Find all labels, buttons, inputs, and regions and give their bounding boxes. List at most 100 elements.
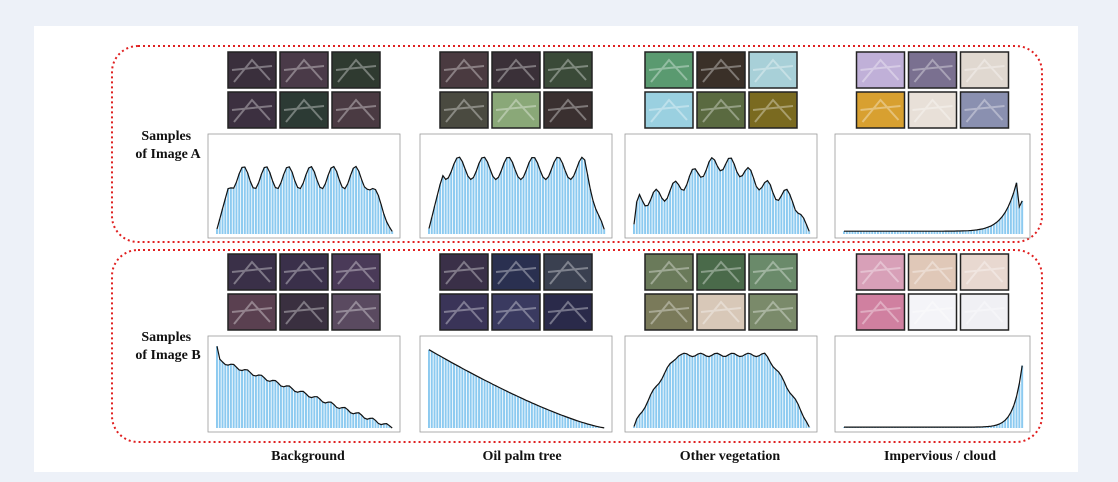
histogram-bar bbox=[492, 176, 494, 234]
histogram-bar bbox=[772, 193, 774, 234]
histogram-bar bbox=[678, 356, 680, 428]
histogram-bar bbox=[294, 181, 296, 234]
histogram-bar bbox=[575, 169, 577, 234]
histogram-bar bbox=[633, 224, 635, 234]
histogram-bar bbox=[299, 188, 301, 234]
histogram-bar bbox=[498, 387, 500, 428]
histogram-bar bbox=[531, 403, 533, 428]
histogram-bar bbox=[492, 384, 494, 428]
histogram-bar bbox=[694, 169, 696, 234]
histogram-bar bbox=[534, 404, 536, 428]
histogram-bar bbox=[741, 356, 743, 428]
histogram-bar bbox=[733, 164, 735, 234]
histogram-bar bbox=[288, 386, 290, 428]
histogram-bar bbox=[666, 198, 668, 234]
histogram-bar bbox=[258, 183, 260, 234]
histogram-bar bbox=[503, 163, 505, 234]
histogram-bar bbox=[224, 199, 226, 234]
histogram-bar bbox=[470, 179, 472, 234]
histogram-bar bbox=[350, 175, 352, 234]
histogram-bar bbox=[716, 166, 718, 234]
histogram-bar bbox=[495, 179, 497, 234]
histogram-bar bbox=[739, 357, 741, 428]
histogram-bar bbox=[747, 168, 749, 234]
histogram-bar bbox=[372, 189, 374, 234]
histogram-bar bbox=[313, 397, 315, 428]
histogram-bar bbox=[680, 189, 682, 234]
histogram-bar bbox=[1021, 201, 1023, 234]
histogram-bar bbox=[456, 365, 458, 428]
histogram-bar bbox=[595, 209, 597, 234]
histogram-bar bbox=[697, 173, 699, 234]
histogram-bar bbox=[244, 167, 246, 234]
histogram-bar bbox=[767, 181, 769, 234]
histogram-bar bbox=[633, 427, 635, 428]
histogram-bar bbox=[545, 179, 547, 234]
histogram-bar bbox=[338, 180, 340, 234]
histogram-bar bbox=[506, 158, 508, 234]
histogram-bar bbox=[269, 172, 271, 234]
histogram-bar bbox=[269, 381, 271, 428]
histogram-bar bbox=[683, 190, 685, 234]
histogram-bar bbox=[708, 162, 710, 234]
histogram-bar bbox=[562, 415, 564, 428]
row-label-line: Samples bbox=[141, 129, 191, 144]
histogram-bar bbox=[247, 370, 249, 428]
histogram-bar bbox=[305, 394, 307, 428]
histogram-bar bbox=[338, 408, 340, 428]
histogram-bar bbox=[227, 365, 229, 428]
histogram-bar bbox=[509, 157, 511, 234]
histogram-bar bbox=[658, 383, 660, 428]
histogram-bar bbox=[216, 229, 218, 234]
histogram-bar bbox=[288, 167, 290, 234]
histogram-bar bbox=[235, 367, 237, 428]
histogram-bar bbox=[683, 353, 685, 428]
column-label: Other vegetation bbox=[680, 449, 781, 464]
histogram-bar bbox=[447, 178, 449, 234]
column-label: Background bbox=[271, 449, 345, 464]
histogram-bar bbox=[666, 368, 668, 428]
histogram-bar bbox=[341, 408, 343, 428]
histogram-bar bbox=[578, 421, 580, 428]
histogram-bar bbox=[514, 395, 516, 428]
histogram-bar bbox=[794, 210, 796, 234]
histogram-bar bbox=[534, 158, 536, 234]
histogram-bar bbox=[528, 162, 530, 234]
histogram-bar bbox=[794, 399, 796, 428]
histogram-bar bbox=[1004, 212, 1006, 234]
histogram-bar bbox=[511, 162, 513, 234]
figure: Samples of Image A Samples of Image B Ba… bbox=[0, 0, 1118, 482]
histogram-bar bbox=[672, 361, 674, 428]
histogram-bar bbox=[481, 158, 483, 234]
histogram-bar bbox=[570, 179, 572, 234]
histogram-bar bbox=[686, 185, 688, 234]
histogram-bar bbox=[647, 205, 649, 234]
histogram-bar bbox=[661, 379, 663, 428]
histogram-bar bbox=[1021, 366, 1023, 428]
histogram-bar bbox=[439, 356, 441, 428]
histogram-bar bbox=[750, 170, 752, 234]
histogram-bar bbox=[467, 371, 469, 428]
histogram-bar bbox=[769, 185, 771, 234]
histogram-bar bbox=[775, 199, 777, 234]
histogram-bar bbox=[719, 171, 721, 234]
histogram-bar bbox=[333, 167, 335, 234]
page: Samples of Image A Samples of Image B Ba… bbox=[0, 0, 1118, 482]
histogram-bar bbox=[230, 188, 232, 234]
histogram-bar bbox=[678, 185, 680, 234]
histogram-bar bbox=[261, 375, 263, 428]
histogram-bar bbox=[341, 187, 343, 234]
histogram-bar bbox=[808, 427, 810, 428]
histogram-bar bbox=[587, 174, 589, 234]
histogram-bar bbox=[227, 189, 229, 234]
histogram-bar bbox=[741, 176, 743, 234]
histogram-bar bbox=[439, 184, 441, 234]
histogram-bar bbox=[786, 189, 788, 234]
histogram-bar bbox=[655, 386, 657, 428]
histogram-bar bbox=[311, 398, 313, 428]
histogram-bar bbox=[592, 201, 594, 234]
histogram-bar bbox=[453, 364, 455, 428]
histogram-bar bbox=[691, 357, 693, 428]
row-label-line: Samples bbox=[141, 330, 191, 345]
histogram-bar bbox=[244, 370, 246, 428]
